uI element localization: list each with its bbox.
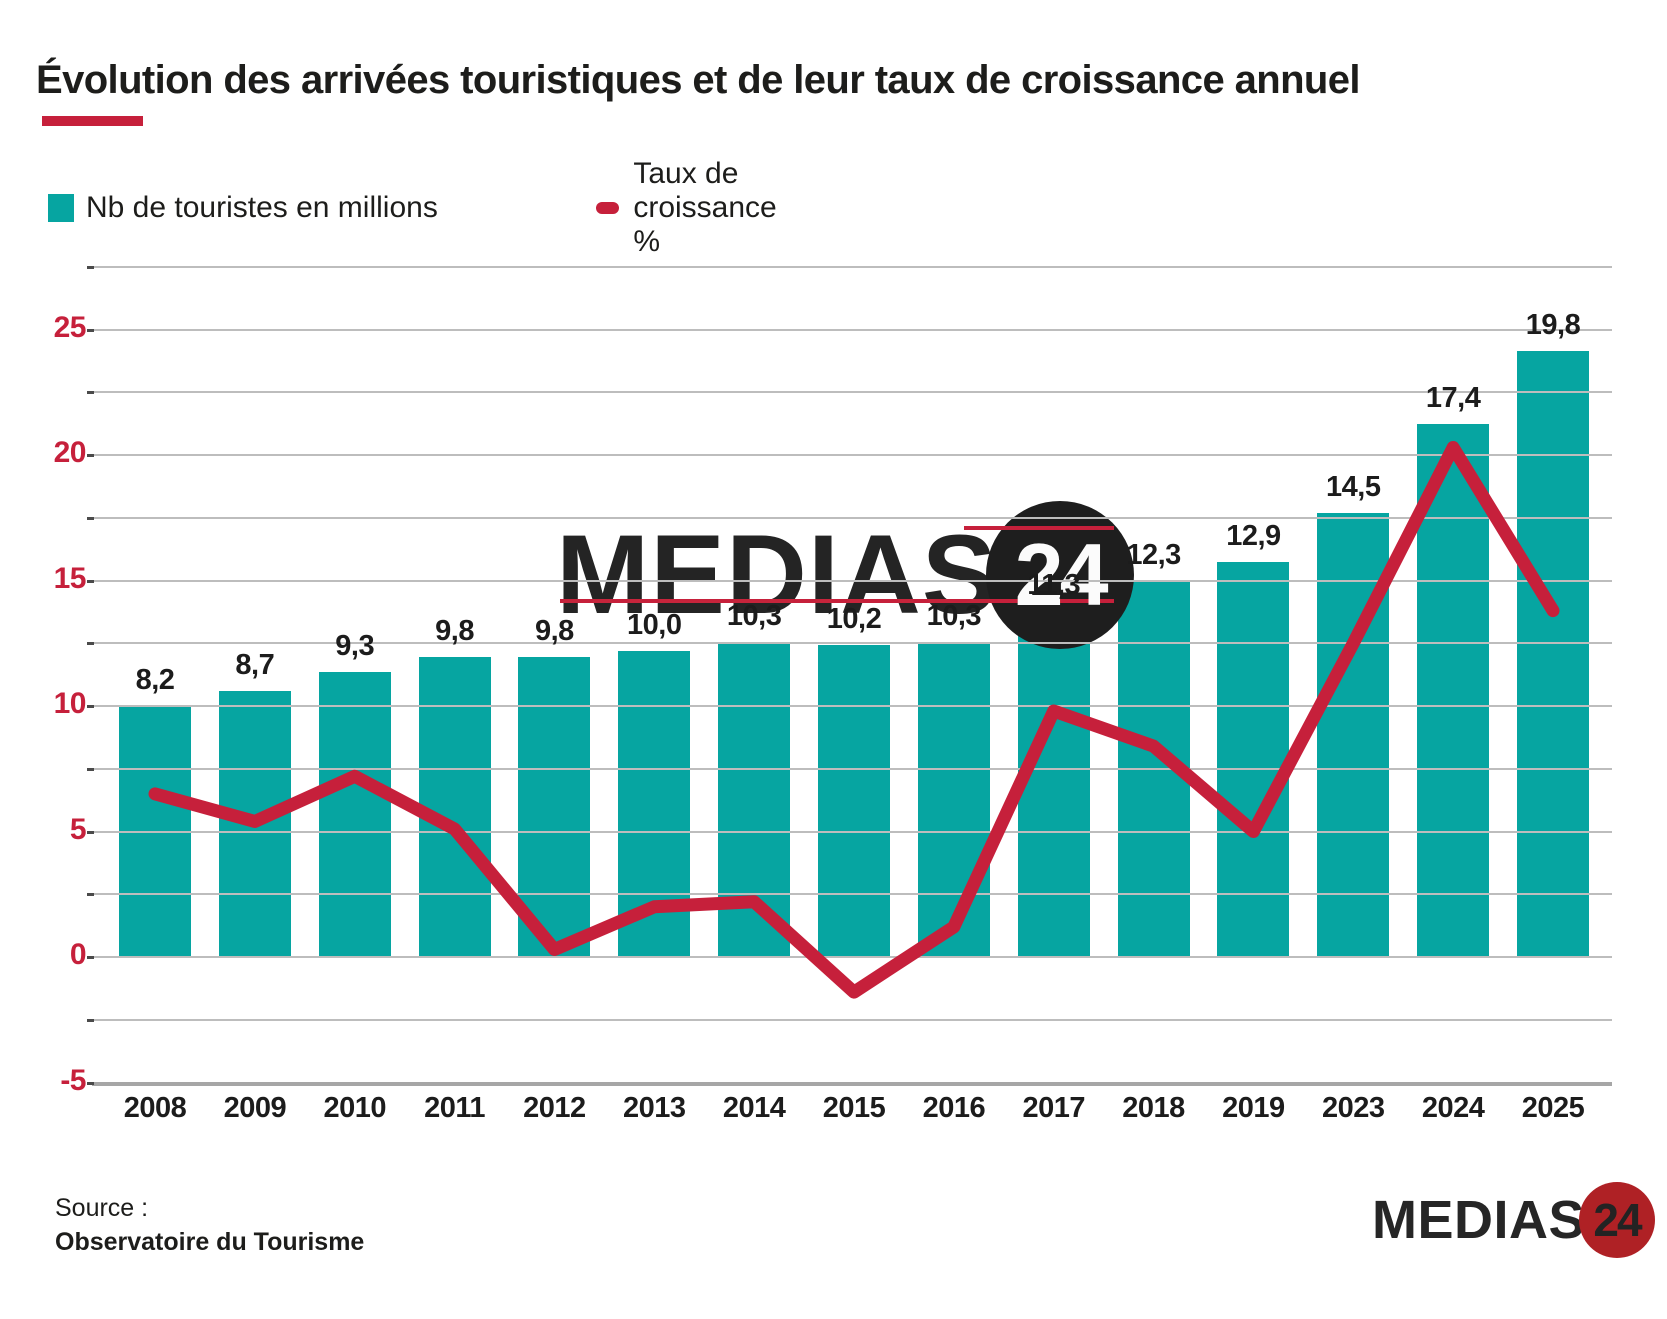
y-axis-label: 10: [53, 687, 87, 720]
axis-tick: [87, 265, 94, 269]
bar-value-label: 19,8: [1525, 308, 1581, 341]
bar-value-label: 8,7: [235, 648, 275, 681]
axis-tick: [87, 1018, 94, 1022]
axis-tick: [87, 956, 94, 959]
gridline: [92, 516, 1612, 519]
bar-2017: [1017, 611, 1090, 957]
bar-value-label: 14,5: [1326, 471, 1381, 504]
bar-value-label: 11,3: [1027, 569, 1081, 602]
gridline: [92, 893, 1612, 896]
y-axis-label: 0: [69, 938, 87, 971]
x-axis-label-2012: 2012: [523, 1092, 586, 1124]
x-axis-label-2010: 2010: [323, 1092, 386, 1124]
bar-value-label: 8,2: [135, 664, 175, 696]
gridline: [92, 705, 1612, 707]
bar-2024: [1417, 424, 1490, 957]
logo-wordmark: MEDIAS: [1372, 1190, 1586, 1250]
gridline: [92, 767, 1612, 770]
gridline: [92, 1018, 1612, 1021]
x-axis-label-2013: 2013: [623, 1092, 686, 1124]
bar-value-label: 9,8: [435, 615, 474, 648]
bar-value-label: 10,3: [926, 599, 982, 632]
y-axis-label: 25: [53, 310, 87, 344]
source-name: Observatoire du Tourisme: [55, 1227, 365, 1256]
axis-tick: [87, 328, 94, 332]
x-axis-label-2015: 2015: [822, 1092, 886, 1124]
x-axis-label-2024: 2024: [1421, 1092, 1485, 1124]
bar-2016: [917, 641, 990, 957]
bar-series-label: Nb de touristes en millions: [86, 191, 438, 224]
title-underline-accent: [42, 116, 143, 126]
chart-legend: Nb de touristes en millions Taux de croi…: [48, 157, 777, 258]
bar-value-label: 9,3: [335, 630, 375, 663]
gridline: [92, 956, 1612, 958]
x-axis-label-2025: 2025: [1521, 1092, 1585, 1124]
bar-2009: [218, 690, 291, 957]
bar-value-label: 10,0: [627, 608, 682, 641]
bar-2012: [518, 657, 591, 957]
bar-2015: [818, 644, 890, 957]
axis-tick: [87, 767, 94, 771]
axis-tick: [87, 642, 94, 646]
axis-tick: [87, 454, 94, 457]
axis-tick: [87, 893, 94, 897]
axis-tick: [87, 391, 94, 395]
bar-2011: [418, 657, 491, 957]
x-axis-label-2023: 2023: [1322, 1092, 1385, 1124]
gridline: [92, 1081, 1612, 1086]
y-axis-label: 5: [69, 812, 87, 846]
bar-2013: [618, 650, 691, 957]
gridline: [92, 830, 1612, 833]
gridline: [92, 579, 1612, 582]
bar-value-label: 17,4: [1425, 382, 1481, 415]
source-note: Source : Observatoire du Tourisme: [55, 1192, 364, 1260]
line-series-swatch: [596, 202, 620, 214]
bar-value-label: 10,3: [726, 599, 782, 632]
gridline: [92, 391, 1612, 394]
x-axis-label-2009: 2009: [223, 1092, 287, 1124]
y-axis-label: 20: [53, 436, 87, 469]
bar-value-label: 9,8: [535, 615, 574, 648]
source-label: Source :: [55, 1194, 149, 1222]
x-axis-label-2008: 2008: [123, 1092, 187, 1124]
y-axis-label: 15: [53, 561, 87, 595]
line-legend-item: Taux de croissance %: [596, 157, 795, 258]
x-axis-label-2017: 2017: [1022, 1092, 1085, 1124]
x-axis-label-2016: 2016: [922, 1092, 986, 1124]
watermark-red-stripe: [964, 526, 1114, 530]
axis-tick: [87, 705, 94, 708]
bar-2025: [1517, 350, 1589, 957]
axis-tick: [87, 516, 94, 520]
x-axis-label-2014: 2014: [722, 1092, 786, 1124]
y-axis-label: -5: [60, 1063, 86, 1097]
x-axis-label-2018: 2018: [1122, 1092, 1185, 1124]
x-axis-label-2019: 2019: [1222, 1092, 1285, 1124]
bar-value-label: 12,9: [1226, 520, 1281, 553]
bar-series-swatch: [48, 194, 74, 222]
axis-tick: [87, 830, 94, 834]
bar-value-label: 10,2: [826, 602, 882, 635]
gridline: [92, 265, 1612, 268]
x-axis-label-2011: 2011: [424, 1092, 486, 1124]
gridline: [92, 454, 1612, 456]
bar-2014: [718, 641, 791, 957]
medias24-logo: MEDIAS 24: [1372, 1180, 1656, 1260]
logo-circle: 24: [1579, 1182, 1656, 1258]
gridline: [92, 328, 1612, 331]
logo-number: 24: [1593, 1194, 1642, 1246]
bar-2010: [318, 672, 391, 957]
axis-tick: [87, 1081, 94, 1085]
chart-title: Évolution des arrivées touristiques et d…: [36, 58, 1361, 102]
bar-2019: [1217, 562, 1290, 957]
axis-tick: [87, 579, 94, 583]
bar-value-label: 12,3: [1126, 538, 1181, 571]
line-series-label: Taux de croissance %: [633, 157, 777, 258]
